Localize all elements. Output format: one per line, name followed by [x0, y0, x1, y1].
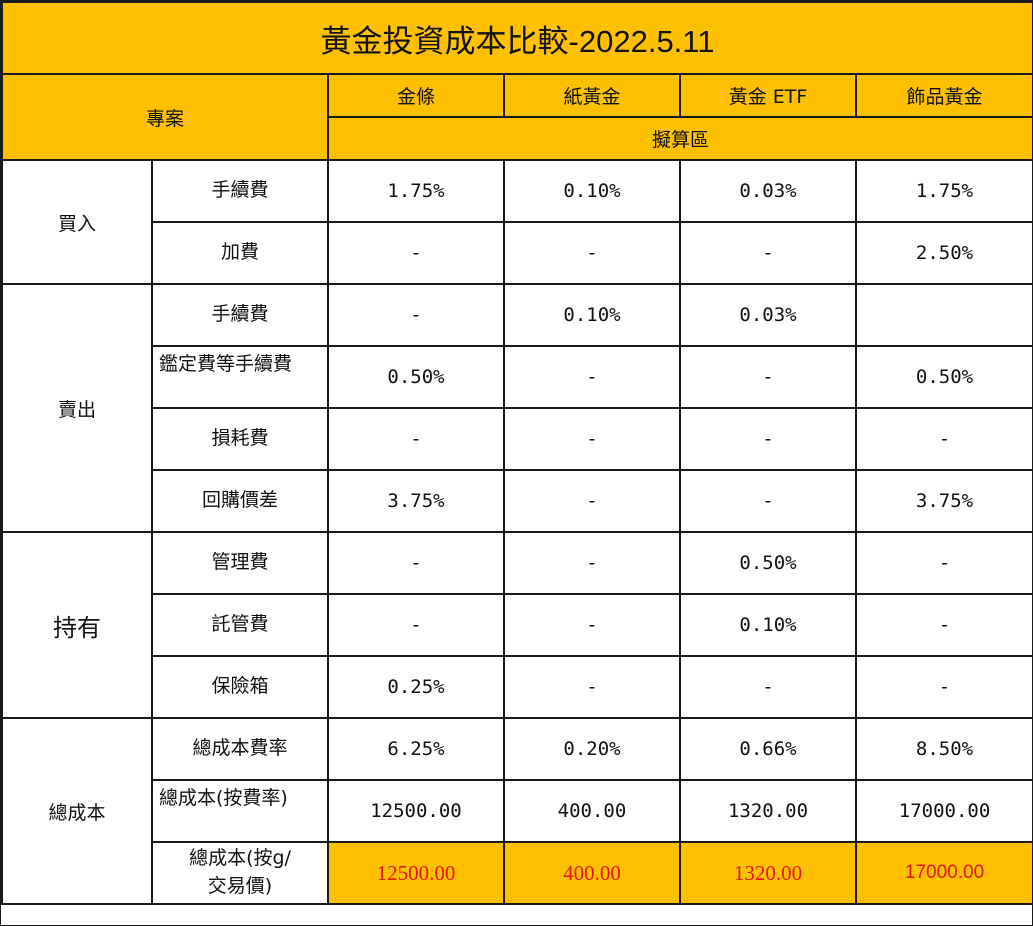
table-cell: 0.50% [854, 345, 1033, 409]
row-label: 損耗費 [151, 407, 329, 471]
table-cell: - [503, 531, 681, 595]
table-cell: 0.10% [679, 593, 857, 657]
table-cell: - [854, 531, 1033, 595]
table-cell: - [679, 655, 857, 719]
table-cell: - [503, 469, 681, 533]
table-cell: - [503, 655, 681, 719]
column-header-gold-bar: 金條 [327, 73, 505, 118]
category-hold: 持有 [1, 531, 153, 719]
table-cell: - [854, 593, 1033, 657]
table-cell: 3.75% [327, 469, 505, 533]
table-cell: 3.75% [854, 469, 1033, 533]
table-cell: 0.20% [503, 717, 681, 781]
highlight-cell: 12500.00 [327, 841, 505, 905]
table-cell: - [854, 407, 1033, 471]
table-cell: 1.75% [854, 159, 1033, 223]
estimate-area-header: 擬算區 [326, 116, 1033, 161]
column-header-jewelry-gold: 飾品黃金 [854, 73, 1033, 118]
table-cell: - [327, 531, 505, 595]
project-header: 專案 [1, 73, 329, 161]
row-label: 鑑定費等手續費 [151, 345, 329, 409]
table-cell: 0.50% [679, 531, 857, 595]
table-cell: 0.03% [679, 159, 857, 223]
table-cell: 1320.00 [679, 779, 857, 843]
table-cell: 0.25% [327, 655, 505, 719]
highlight-cell: 400.00 [503, 841, 681, 905]
page-title: 黃金投資成本比較-2022.5.11 [0, 1, 1033, 75]
table-cell: 400.00 [503, 779, 681, 843]
table-cell: 0.03% [679, 283, 857, 347]
table-cell: - [679, 345, 857, 409]
table-cell: - [503, 345, 681, 409]
table-cell: - [327, 283, 505, 347]
table-cell: - [327, 407, 505, 471]
column-header-gold-etf: 黃金 ETF [679, 73, 857, 118]
highlight-cell: 1320.00 [679, 841, 857, 905]
category-total: 總成本 [1, 717, 153, 905]
row-label: 加費 [151, 221, 329, 285]
row-label: 保險箱 [151, 655, 329, 719]
row-label: 回購價差 [151, 469, 329, 533]
table-cell: - [679, 407, 857, 471]
table-cell: 2.50% [854, 221, 1033, 285]
row-label: 託管費 [151, 593, 329, 657]
table-cell: - [327, 221, 505, 285]
table-cell: 0.10% [503, 159, 681, 223]
category-sell: 賣出 [1, 283, 153, 533]
row-label: 手續費 [151, 283, 329, 347]
table-cell: 0.10% [503, 283, 681, 347]
cost-table: 黃金投資成本比較-2022.5.11 專案 金條 紙黃金 黃金 ETF 飾品黃金… [0, 1, 1033, 905]
table-cell: 0.50% [327, 345, 505, 409]
row-label: 總成本費率 [151, 717, 329, 781]
row-label: 管理費 [151, 531, 329, 595]
row-label: 手續費 [151, 159, 329, 223]
table-cell [854, 283, 1033, 347]
table-cell: - [503, 221, 681, 285]
column-header-paper-gold: 紙黃金 [503, 73, 681, 118]
table-cell: - [503, 593, 681, 657]
highlight-cell: 17000.00 [854, 841, 1033, 905]
table-cell: 1.75% [327, 159, 505, 223]
table-cell: 6.25% [327, 717, 505, 781]
category-buy: 買入 [1, 159, 153, 285]
row-label: 總成本(按費率) [151, 779, 329, 843]
table-cell: 17000.00 [854, 779, 1033, 843]
table-cell: - [854, 655, 1033, 719]
table-cell: - [679, 221, 857, 285]
table-cell: - [327, 593, 505, 657]
table-cell: - [503, 407, 681, 471]
table-cell: 0.66% [679, 717, 857, 781]
row-label: 總成本(按g/ 交易價) [151, 841, 329, 905]
table-cell: 8.50% [854, 717, 1033, 781]
table-cell: 12500.00 [327, 779, 505, 843]
table-cell: - [679, 469, 857, 533]
